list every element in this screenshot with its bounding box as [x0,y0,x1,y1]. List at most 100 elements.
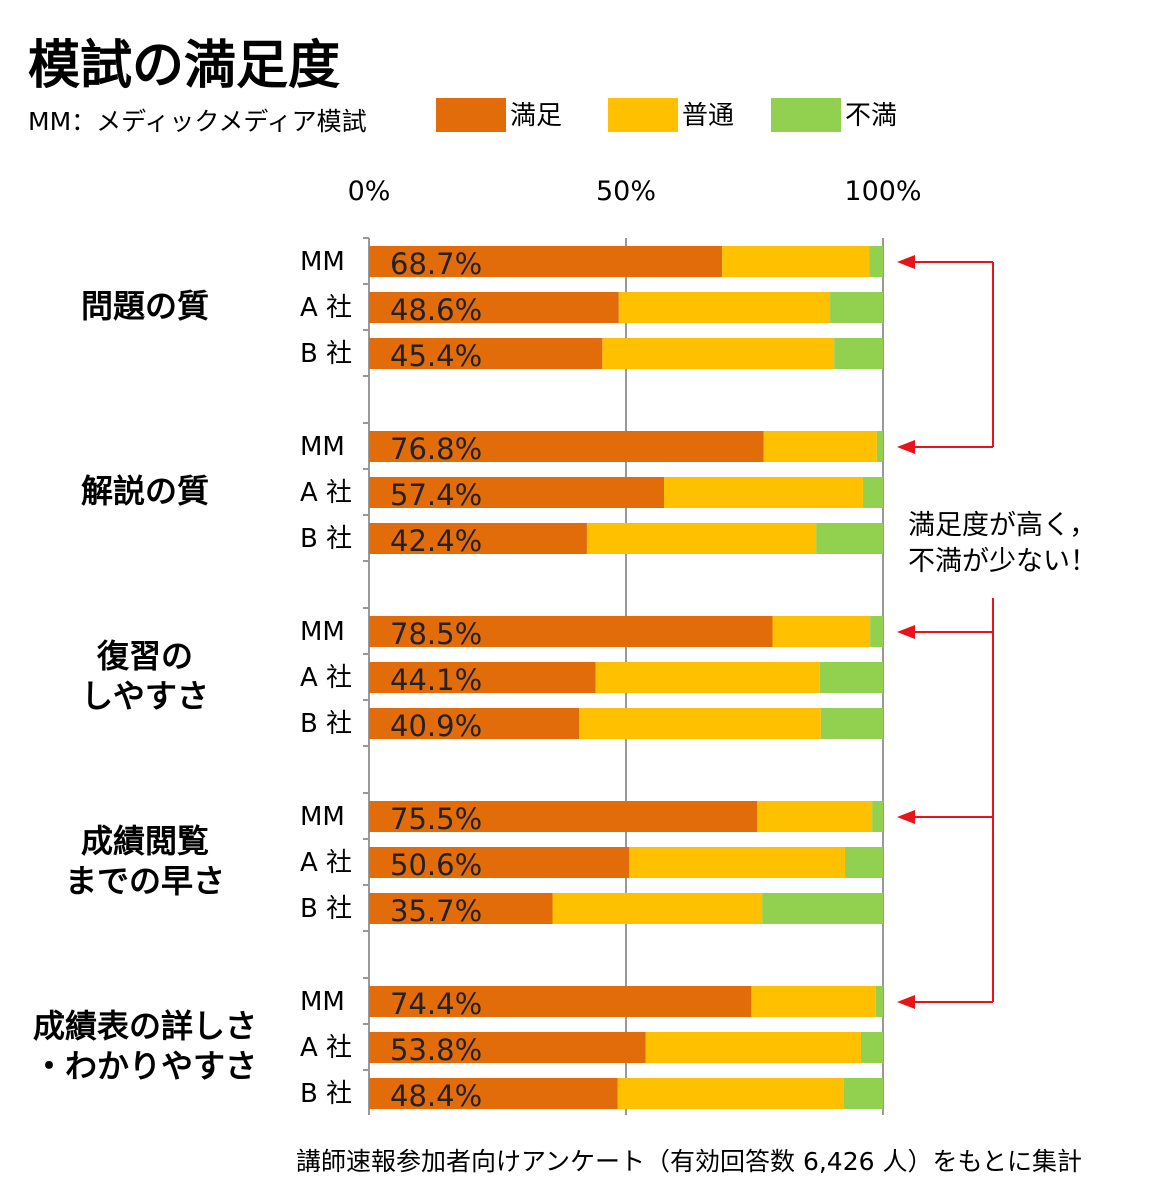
data-label: 75.5% [390,802,482,836]
data-label: 50.6% [390,848,482,882]
arrowhead-icon [897,255,915,269]
bar-segment-普通 [664,477,863,508]
x-tick-label: 100% [844,176,921,207]
annotation-line-1: 満足度が高く， [908,510,1096,541]
bar-segment-普通 [618,292,831,323]
bar-segment-不満 [844,847,883,878]
bar-segment-不満 [872,801,883,832]
bar-segment-普通 [552,893,763,924]
bar-segment-満足 [369,847,630,878]
bar-segment-普通 [579,708,821,739]
bar-segment-満足 [369,1032,646,1063]
bar-segment-満足 [369,893,553,924]
bar-segment-満足 [369,523,587,554]
bar-segment-満足 [369,338,603,369]
group-label: 成績表の詳しさ [33,1007,257,1045]
bar-segment-普通 [595,662,820,693]
data-label: 57.4% [390,478,482,512]
row-label: A 社 [300,663,352,693]
legend-label-0: 満足 [510,101,562,131]
bar-segment-満足 [369,1078,618,1109]
row-label: B 社 [300,894,352,924]
data-label: 48.4% [390,1079,482,1113]
data-label: 40.9% [390,709,482,743]
x-tick-label: 50% [596,176,656,207]
group-label: 問題の質 [81,287,209,325]
row-label: MM [300,432,345,462]
data-label: 68.7% [390,247,482,281]
legend-label-2: 不満 [845,101,897,131]
arrowhead-icon [897,625,915,639]
bar-segment-普通 [629,847,845,878]
data-label: 42.4% [390,524,482,558]
group-label: までの早さ [65,862,225,900]
row-label: MM [300,987,345,1017]
annotation-line-2: 不満が少ない！ [908,546,1097,577]
bar-segment-普通 [722,246,870,277]
x-tick-label: 0% [348,176,391,207]
bar-segment-不満 [860,1032,883,1063]
bar-segment-普通 [586,523,817,554]
legend: 満足 普通 不満 [436,98,897,132]
row-label: A 社 [300,478,352,508]
bar-segment-不満 [875,986,883,1017]
bar-segment-不満 [820,708,883,739]
bar-segment-普通 [757,801,873,832]
bar-segment-満足 [369,246,723,277]
bar-segment-満足 [369,477,665,508]
group-label: 解説の質 [81,472,209,510]
bar-segment-満足 [369,708,580,739]
arrowhead-icon [897,440,915,454]
data-label: 45.4% [390,339,482,373]
bar-segment-普通 [617,1078,844,1109]
row-label: B 社 [300,709,352,739]
annotation-arrows [897,255,994,1009]
row-label: B 社 [300,339,352,369]
row-label: MM [300,247,345,277]
legend-label-1: 普通 [682,101,734,131]
data-label: 48.6% [390,293,482,327]
data-label: 74.4% [390,987,482,1021]
bar-segment-不満 [870,616,883,647]
row-label: A 社 [300,293,352,323]
row-label: MM [300,802,345,832]
row-label: B 社 [300,524,352,554]
data-label: 35.7% [390,894,482,928]
arrowhead-icon [897,995,915,1009]
bar-segment-不満 [876,431,883,462]
bar-segment-不満 [762,893,883,924]
bar-segment-普通 [751,986,876,1017]
data-label: 53.8% [390,1033,482,1067]
bar-segment-普通 [645,1032,861,1063]
bar-segment-普通 [602,338,835,369]
bar-segment-満足 [369,292,619,323]
grid: 0% 50% 100% [348,176,922,1115]
bar-segment-満足 [369,662,596,693]
bar-segment-満足 [369,616,773,647]
row-label: MM [300,617,345,647]
arrowhead-icon [897,810,915,824]
footnote: 講師速報参加者向けアンケート（有効回答数 6,426 人）をもとに集計 [296,1147,1082,1176]
bar-segment-満足 [369,986,752,1017]
data-label: 78.5% [390,617,482,651]
bars: 問題の質 MM 68.7% A 社 48.6% B 社 45.4% 解説の質 MM 76.8% A … [33,246,883,1113]
bar-segment-普通 [763,431,877,462]
row-label: A 社 [300,848,352,878]
legend-swatch-1 [608,98,678,132]
group-label: しやすさ [81,677,209,715]
legend-swatch-0 [436,98,506,132]
bar-segment-不満 [834,338,883,369]
legend-swatch-2 [771,98,841,132]
bar-segment-不満 [816,523,883,554]
bar-segment-不満 [843,1078,883,1109]
group-label: ・わかりやすさ [33,1047,257,1085]
chart-subtitle: MM：メディックメディア模試 [28,107,367,136]
group-label: 復習の [96,637,193,675]
bar-segment-不満 [830,292,883,323]
row-label: B 社 [300,1079,352,1109]
row-label: A 社 [300,1033,352,1063]
bar-segment-不満 [819,662,883,693]
bar-segment-普通 [772,616,871,647]
